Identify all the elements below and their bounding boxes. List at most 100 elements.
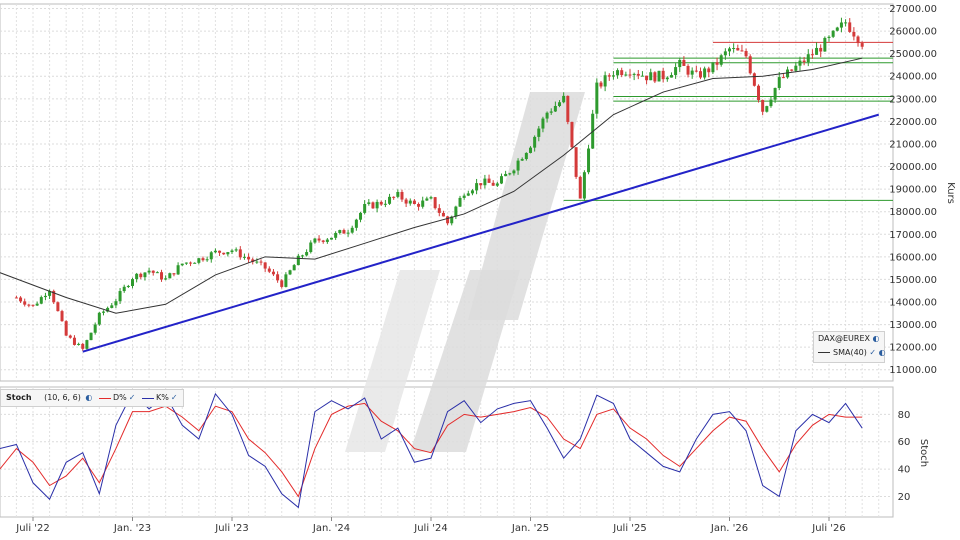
candle-body bbox=[350, 227, 354, 233]
candle-body bbox=[404, 199, 408, 204]
candle-body bbox=[711, 62, 715, 73]
check-icon[interactable]: ✓ bbox=[170, 393, 178, 402]
check-icon[interactable]: ✓ bbox=[128, 393, 136, 402]
x-tick-label: Jan. '26 bbox=[710, 523, 748, 534]
candle-body bbox=[529, 147, 532, 153]
candle-body bbox=[292, 265, 296, 271]
candle-body bbox=[118, 291, 122, 302]
settings-icon[interactable]: ◐ bbox=[872, 334, 880, 343]
candle-body bbox=[674, 67, 678, 76]
candle-body bbox=[101, 311, 105, 313]
candle-body bbox=[587, 148, 591, 173]
candle-body bbox=[458, 197, 462, 207]
candle-body bbox=[740, 50, 744, 52]
candle-body bbox=[839, 22, 843, 28]
candle-body bbox=[831, 30, 835, 37]
candle-body bbox=[520, 159, 524, 161]
candle-body bbox=[748, 56, 752, 74]
candle-body bbox=[160, 272, 164, 280]
x-tick-label: Juli '22 bbox=[15, 523, 50, 534]
candle-body bbox=[147, 270, 151, 273]
candle-body bbox=[172, 273, 176, 275]
sma-line-symbol bbox=[818, 352, 830, 353]
candle-body bbox=[632, 73, 636, 75]
stoch-params: (10, 6, 6) bbox=[44, 393, 81, 402]
candle-body bbox=[769, 99, 773, 107]
settings-icon[interactable]: ◐ bbox=[878, 348, 886, 357]
candle-body bbox=[802, 60, 806, 63]
candle-body bbox=[271, 271, 275, 275]
candle-body bbox=[222, 252, 226, 255]
d-series-label: D% bbox=[112, 393, 127, 402]
y-tick-label: 12000.00 bbox=[889, 343, 937, 354]
candle-body bbox=[412, 200, 416, 205]
candle-body bbox=[537, 128, 541, 137]
candle-body bbox=[806, 54, 810, 63]
candle-body bbox=[143, 272, 147, 278]
y-tick-label: 26000.00 bbox=[889, 27, 937, 38]
candle-body bbox=[230, 250, 234, 253]
candle-body bbox=[549, 111, 553, 113]
y-tick-label: 20000.00 bbox=[889, 162, 937, 173]
candle-body bbox=[694, 70, 698, 72]
candle-body bbox=[48, 290, 52, 296]
candle-body bbox=[135, 273, 139, 280]
candle-body bbox=[628, 74, 632, 76]
candle-body bbox=[247, 256, 251, 260]
candle-body bbox=[52, 290, 56, 303]
x-tick-label: Juli '23 bbox=[214, 523, 249, 534]
candle-body bbox=[645, 75, 649, 81]
candle-body bbox=[242, 256, 246, 258]
legend-sma-label: SMA(40) bbox=[833, 348, 867, 357]
candle-body bbox=[649, 72, 653, 81]
candle-body bbox=[728, 48, 731, 52]
candle-body bbox=[437, 208, 441, 213]
y-tick-label: 40 bbox=[898, 465, 911, 476]
candle-body bbox=[197, 258, 201, 263]
candle-body bbox=[209, 252, 213, 260]
settings-icon[interactable]: ◐ bbox=[85, 393, 93, 402]
candle-body bbox=[19, 297, 23, 302]
y-tick-label: 60 bbox=[898, 437, 911, 448]
trendline bbox=[82, 113, 880, 353]
candle-body bbox=[665, 77, 669, 80]
candle-body bbox=[512, 170, 516, 174]
check-icon[interactable]: ✓ bbox=[869, 348, 877, 357]
candle-body bbox=[276, 274, 280, 281]
candle-body bbox=[164, 278, 168, 280]
candle-body bbox=[661, 70, 665, 80]
candle-body bbox=[470, 190, 474, 194]
y-tick-label: 19000.00 bbox=[889, 185, 937, 196]
candle-body bbox=[607, 75, 611, 77]
x-tick-label: Jan. '24 bbox=[312, 523, 350, 534]
candle-body bbox=[392, 196, 396, 198]
candle-body bbox=[56, 302, 60, 312]
candle-body bbox=[151, 270, 155, 273]
candle-body bbox=[690, 70, 694, 75]
candle-body bbox=[669, 75, 673, 78]
candle-body bbox=[773, 87, 777, 100]
k-series-label: K% bbox=[155, 393, 169, 402]
candle-body bbox=[723, 51, 727, 56]
x-tick-label: Jan. '25 bbox=[511, 523, 549, 534]
candle-body bbox=[106, 307, 110, 312]
candle-body bbox=[31, 304, 35, 306]
candle-body bbox=[60, 311, 64, 322]
watermark-logo bbox=[345, 270, 440, 452]
candle-body bbox=[852, 31, 856, 37]
candle-body bbox=[425, 198, 429, 201]
candle-body bbox=[450, 216, 454, 224]
legend-sma: SMA(40) ✓ ◐ bbox=[814, 346, 886, 360]
candle-body bbox=[267, 268, 271, 272]
candle-body bbox=[582, 172, 586, 199]
y-tick-label: 21000.00 bbox=[889, 139, 937, 150]
candle-body bbox=[487, 178, 491, 183]
candle-body bbox=[338, 230, 342, 233]
candle-body bbox=[815, 47, 819, 55]
candle-body bbox=[346, 232, 350, 234]
candle-body bbox=[280, 280, 284, 287]
candle-body bbox=[703, 68, 707, 78]
candle-body bbox=[553, 105, 557, 112]
candle-body bbox=[516, 160, 520, 171]
candle-body bbox=[454, 206, 458, 217]
